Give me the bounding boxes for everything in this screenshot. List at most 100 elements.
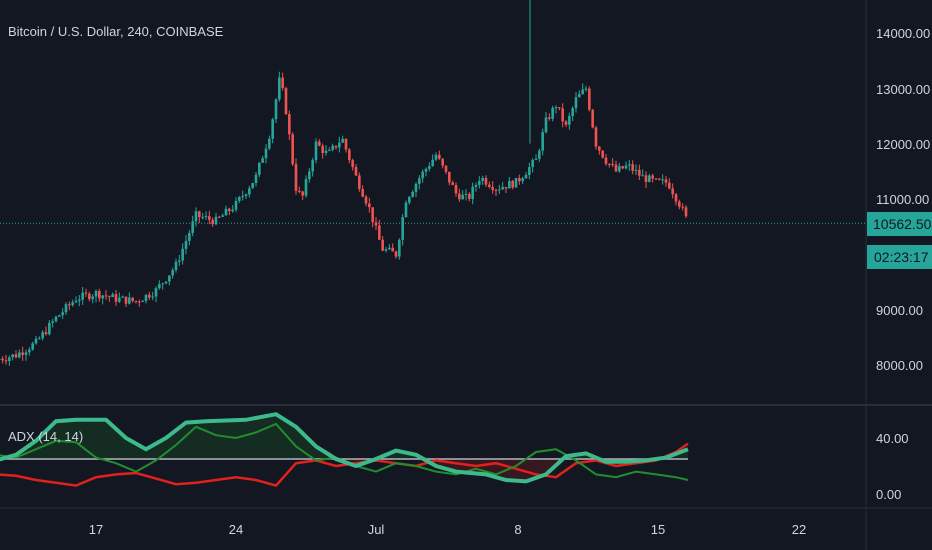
candle-body <box>24 352 28 355</box>
candle-body <box>248 188 251 195</box>
candle-body <box>451 182 454 186</box>
candle-body <box>288 114 291 135</box>
price-tick: 8000.00 <box>876 358 923 373</box>
candle-body <box>374 222 378 226</box>
candle-body <box>618 166 621 172</box>
candle-body <box>224 208 228 216</box>
countdown-badge <box>867 245 932 269</box>
candle-body <box>641 175 644 177</box>
candle-body <box>28 349 31 353</box>
candle-body <box>124 296 128 304</box>
time-axis[interactable]: 17 24 Jul 8 15 22 <box>89 522 806 537</box>
candle-body <box>548 117 551 119</box>
candle-body <box>331 145 334 150</box>
candle-body <box>578 94 581 98</box>
candle-body <box>491 186 494 191</box>
indicator-tick: 0.00 <box>876 487 901 502</box>
candle-body <box>591 109 594 128</box>
price-tick: 9000.00 <box>876 303 923 318</box>
candle-body <box>101 295 104 299</box>
candle-body <box>638 169 641 176</box>
candle-body <box>291 134 294 165</box>
symbol-title: Bitcoin / U.S. Dollar, 240, COINBASE <box>8 24 224 39</box>
candle-body <box>78 299 81 301</box>
candle-body <box>81 292 84 300</box>
candle-body <box>604 157 608 164</box>
price-tick: 13000.00 <box>876 82 930 97</box>
candle-body <box>191 221 194 233</box>
candle-body <box>354 167 358 176</box>
candle-body <box>521 178 524 182</box>
candle-body <box>358 175 361 189</box>
candle-body <box>41 332 44 339</box>
candle-body <box>168 275 171 282</box>
candle-body <box>44 332 48 335</box>
indicator-axis[interactable]: 40.00 0.00 <box>876 431 909 502</box>
candle-body <box>418 178 421 184</box>
candle-body <box>54 316 58 322</box>
price-tick: 12000.00 <box>876 137 930 152</box>
candle-body <box>401 217 404 240</box>
candle-body <box>404 202 408 218</box>
candle-body <box>568 116 571 125</box>
candle-body <box>161 283 164 285</box>
candle-body <box>478 181 481 186</box>
candle-body <box>608 163 611 165</box>
candle-body <box>431 159 434 167</box>
candle-body <box>391 247 394 252</box>
candle-body <box>314 141 318 161</box>
candle-body <box>631 164 634 171</box>
price-pane[interactable]: Bitcoin / U.S. Dollar, 240, COINBASE <box>0 0 866 366</box>
candle-body <box>668 182 671 189</box>
candle-body <box>298 190 301 192</box>
countdown-label: 02:23:17 <box>874 249 929 265</box>
candle-body <box>8 357 11 361</box>
candle-body <box>264 148 268 159</box>
candle-body <box>184 240 188 249</box>
candle-body <box>174 261 178 271</box>
candle-body <box>94 290 98 297</box>
candle-body <box>498 189 501 191</box>
candle-body <box>64 304 68 313</box>
candle-body <box>71 302 74 306</box>
candle-body <box>411 191 414 197</box>
candle-body <box>614 164 618 172</box>
candle-body <box>444 165 448 172</box>
price-axis[interactable]: 14000.00 13000.00 12000.00 11000.00 9000… <box>867 26 932 373</box>
candle-body <box>34 338 38 344</box>
candle-body <box>574 97 578 109</box>
candle-body <box>144 294 148 301</box>
candle-body <box>31 343 34 350</box>
candle-body <box>304 179 308 196</box>
candle-body <box>238 196 241 201</box>
candle-body <box>258 162 261 175</box>
candle-body <box>188 232 191 241</box>
candle-body <box>48 322 51 335</box>
candle-body <box>111 294 114 298</box>
candle-body <box>621 166 624 169</box>
candle-body <box>154 288 158 297</box>
candle-body <box>678 201 681 207</box>
time-tick: 22 <box>792 522 806 537</box>
candle-body <box>661 179 664 181</box>
candle-body <box>51 321 54 323</box>
candle-body <box>398 239 401 257</box>
time-tick: 8 <box>514 522 521 537</box>
adx-pane[interactable]: ADX (14, 14) <box>0 412 689 488</box>
candle-body <box>624 165 628 169</box>
candle-body <box>121 296 124 298</box>
candle-body <box>98 290 101 299</box>
candle-body <box>4 360 8 362</box>
candle-body <box>611 163 614 165</box>
candle-body <box>244 194 248 197</box>
adx-line <box>0 412 689 484</box>
candle-body <box>408 196 411 203</box>
candle-body <box>381 239 384 251</box>
candle-body <box>151 296 154 298</box>
candle-body <box>361 188 364 197</box>
candle-body <box>221 215 224 217</box>
candle-body <box>241 196 244 198</box>
last-price-badge <box>867 212 932 236</box>
candle-body <box>681 206 684 208</box>
